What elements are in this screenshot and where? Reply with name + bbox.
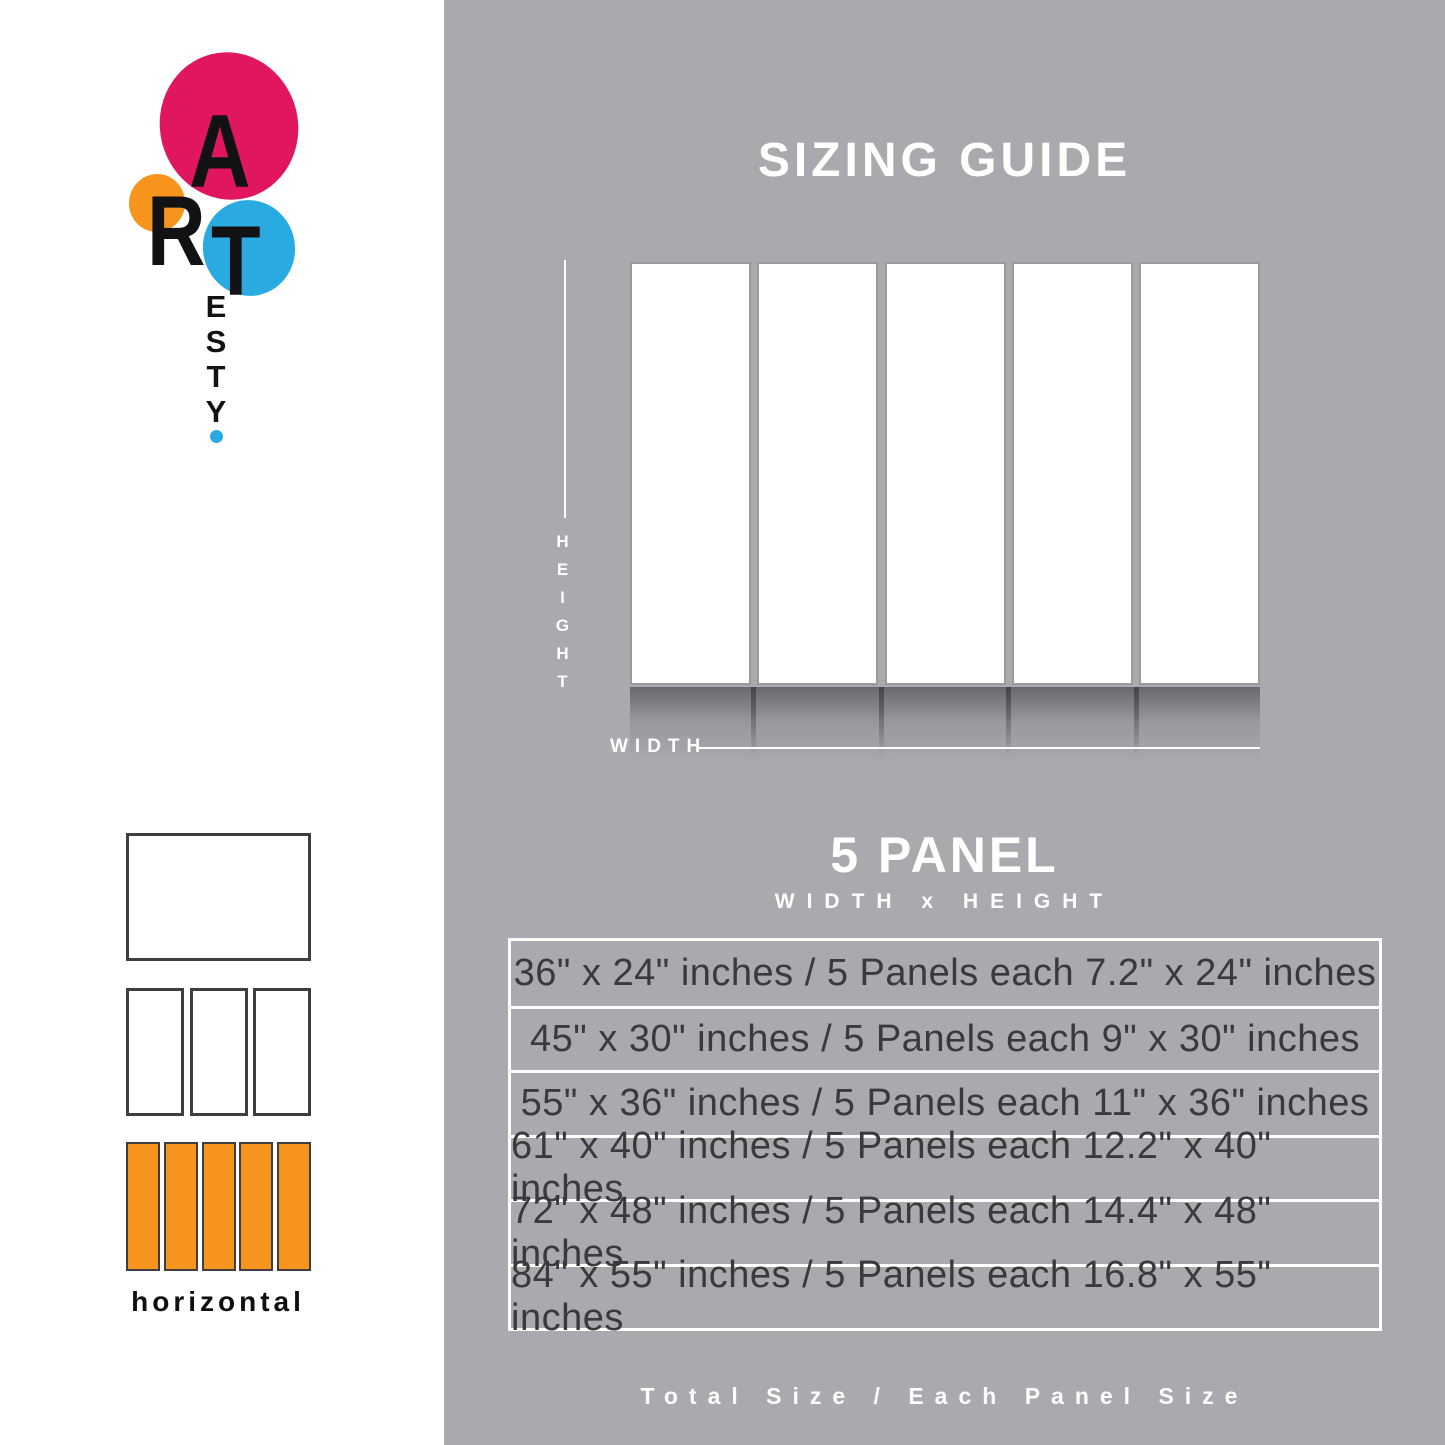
- logo-small-letter: T: [206, 359, 226, 394]
- logo-letter-a: A: [189, 94, 251, 210]
- size-table-row: 45" x 30" inches / 5 Panels each 9" x 30…: [511, 1005, 1379, 1071]
- thumb-panel: [239, 1142, 274, 1271]
- footer-note: Total Size / Each Panel Size: [640, 1383, 1249, 1409]
- width-dimension-line: [699, 747, 1260, 749]
- layout-thumb-single-panel: [126, 833, 311, 961]
- diagram-panel: [757, 262, 879, 685]
- thumb-panel: [253, 988, 311, 1116]
- size-table-row: 72" x 48" inches / 5 Panels each 14.4" x…: [511, 1190, 1379, 1275]
- size-table-row: 55" x 36" inches / 5 Panels each 11" x 3…: [511, 1070, 1379, 1135]
- shadow-gap-line: [751, 687, 756, 757]
- thumb-panel: [277, 1142, 311, 1271]
- height-dimension-line: [564, 260, 566, 518]
- thumb-panel: [189, 988, 248, 1116]
- shadow-gap-line: [1006, 687, 1011, 757]
- logo-letter-r: R: [147, 175, 206, 286]
- layout-thumb-three-panel: [126, 988, 311, 1116]
- width-label: WIDTH: [610, 736, 708, 757]
- panel-count-title: 5 PANEL: [830, 827, 1059, 883]
- diagram-panel: [884, 262, 1006, 685]
- height-label: HEIGHT: [553, 532, 572, 700]
- logo-letter-t: T: [211, 205, 261, 316]
- shadow-gap-line: [1134, 687, 1139, 757]
- page-title: SIZING GUIDE: [757, 134, 1132, 187]
- logo-small-letter: E: [205, 289, 227, 324]
- sizing-guide-panel: SIZING GUIDE HEIGHT WIDTH 5 PANEL WIDTH …: [444, 0, 1445, 1445]
- size-table-row: 36" x 24" inches / 5 Panels each 7.2" x …: [513, 951, 1377, 994]
- five-panel-diagram: [630, 262, 1260, 685]
- thumb-panel: [163, 1142, 198, 1271]
- thumb-panel: [126, 1142, 160, 1271]
- diagram-panel: [1139, 262, 1260, 685]
- logo-dot: [210, 430, 223, 443]
- panel-shadow-reflection: [630, 687, 1260, 763]
- logo-small-letter: Y: [205, 394, 227, 429]
- width-height-subtitle: WIDTH x HEIGHT: [774, 890, 1115, 913]
- diagram-panel: [1011, 262, 1133, 685]
- size-table-row: 84" x 55" inches / 5 Panels each 16.8" x…: [511, 1254, 1379, 1339]
- orientation-label: horizontal: [131, 1286, 305, 1317]
- logo-small-letter: S: [205, 324, 227, 359]
- layout-thumb-five-panel-selected: [126, 1142, 311, 1271]
- shadow-gap-line: [879, 687, 884, 757]
- size-table: 36" x 24" inches / 5 Panels each 7.2" x …: [508, 938, 1382, 1339]
- thumb-panel: [126, 988, 184, 1116]
- thumb-panel: [201, 1142, 236, 1271]
- diagram-panel: [630, 262, 751, 685]
